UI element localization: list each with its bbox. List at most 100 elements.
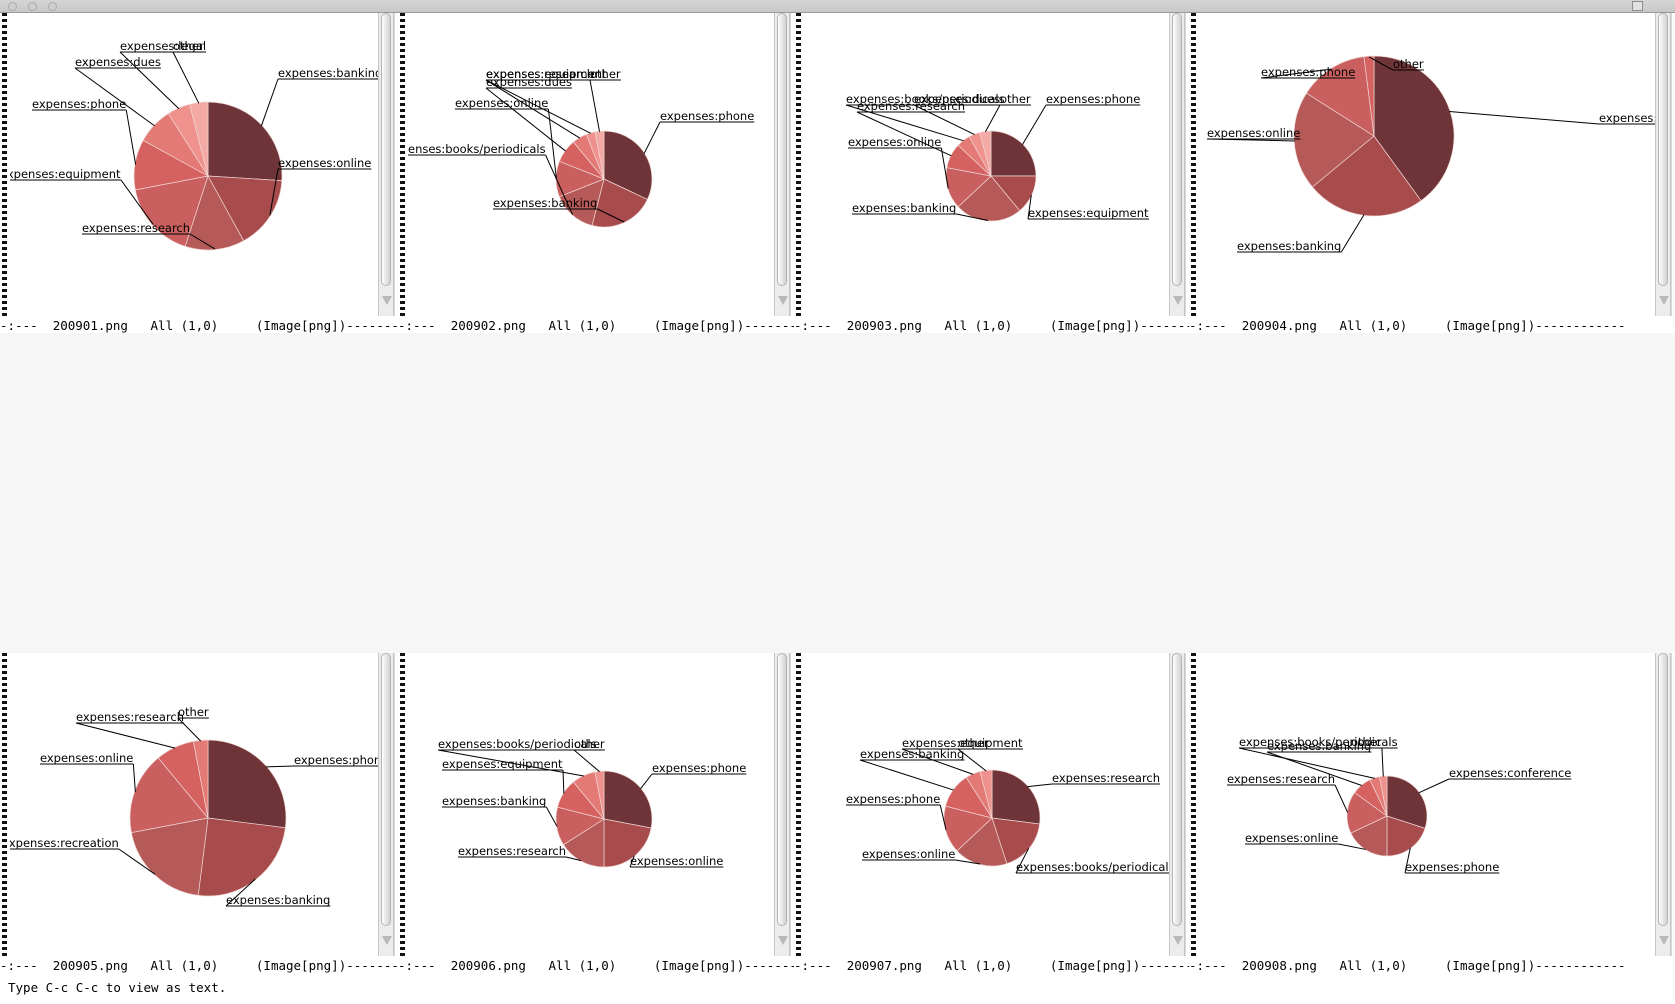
emacs-window-200907[interactable]: expenses:research expenses:books/periodic… [794, 653, 1189, 973]
pie-chart: expenses:phone expenses:online expenses:re… [437, 737, 747, 868]
scroll-down-arrow[interactable] [1173, 296, 1183, 305]
mode-line-filler: ------------ [1140, 318, 1189, 333]
mode-line[interactable]: -:--- 200908.png All (1,0) (Image[png])-… [1189, 956, 1675, 973]
window-body[interactable]: expenses:phone expenses:banking expenses:r… [0, 653, 398, 956]
pie-label-leader [1418, 778, 1572, 794]
window-body[interactable]: expenses:banking expenses:online expenses:… [0, 13, 398, 316]
window-body[interactable]: expenses:phone expenses:online expenses:re… [398, 653, 794, 956]
mode-line-spacer2 [218, 317, 256, 333]
window-body[interactable]: expenses:phone expenses:banking enses:book… [398, 13, 794, 316]
pie-label-text: expenses:online [630, 854, 723, 868]
window-separator [394, 13, 398, 316]
image-canvas[interactable]: expenses:phone expenses:equipment expenses… [804, 13, 1169, 316]
mode-line[interactable]: -:--- 200903.png All (1,0) (Image[png])-… [794, 316, 1189, 333]
scroll-down-arrow[interactable] [1173, 936, 1183, 945]
pie-label-leader [573, 749, 605, 773]
mode-line-spacer2 [1012, 317, 1050, 333]
vertical-scrollbar[interactable] [1169, 13, 1185, 316]
pie-label-callout: expenses:books/periodicals [437, 737, 597, 777]
window-icon[interactable] [1632, 1, 1643, 11]
scrollbar-thumb[interactable] [1172, 653, 1182, 926]
image-canvas[interactable]: expenses:research expenses:banking expense… [1199, 13, 1655, 316]
pie-label-callout: expenses:recreation [10, 836, 156, 875]
scroll-down-arrow[interactable] [1659, 936, 1669, 945]
pie-label-leader [408, 154, 574, 215]
image-canvas[interactable]: expenses:phone expenses:online expenses:re… [408, 653, 774, 956]
pie-chart: expenses:research expenses:banking expense… [1206, 55, 1655, 253]
scrollbar-thumb[interactable] [777, 13, 787, 286]
scrollbar-thumb[interactable] [1172, 13, 1182, 286]
vertical-scrollbar[interactable] [378, 653, 394, 956]
mode-line[interactable]: -:--- 200904.png All (1,0) (Image[png])-… [1189, 316, 1675, 333]
vertical-scrollbar[interactable] [1655, 13, 1671, 316]
pie-label-callout: expenses:banking [852, 201, 989, 221]
pie-label-callout: other [1368, 56, 1424, 71]
close-icon[interactable] [1655, 1, 1666, 11]
scrollbar-thumb[interactable] [1658, 653, 1668, 926]
vertical-scrollbar[interactable] [1169, 653, 1185, 956]
pie-label-text: expenses:research [1227, 772, 1335, 786]
mode-line-filler: ------------ [1140, 958, 1189, 973]
emacs-window-200902[interactable]: expenses:phone expenses:banking enses:book… [398, 13, 794, 333]
emacs-window-200903[interactable]: expenses:phone expenses:equipment expenses… [794, 13, 1189, 333]
emacs-window-200906[interactable]: expenses:phone expenses:online expenses:re… [398, 653, 794, 973]
scroll-down-arrow[interactable] [778, 296, 788, 305]
scroll-down-arrow[interactable] [382, 936, 392, 945]
save-icon[interactable] [28, 2, 37, 11]
left-fringe [1189, 653, 1199, 956]
emacs-window-200904[interactable]: expenses:research expenses:banking expense… [1189, 13, 1675, 333]
pie-label-callout: expenses:banking [1237, 214, 1365, 253]
pie-label-leader [862, 859, 981, 865]
pie-label-text: other [574, 737, 605, 751]
mode-line[interactable]: -:--- 200906.png All (1,0) (Image[png])-… [398, 956, 794, 973]
window-body[interactable]: expenses:research expenses:banking expense… [1189, 13, 1675, 316]
mode-line[interactable]: -:--- 200902.png All (1,0) (Image[png])-… [398, 316, 794, 333]
scrollbar-thumb[interactable] [777, 653, 787, 926]
vertical-scrollbar[interactable] [378, 13, 394, 316]
image-canvas[interactable]: expenses:phone expenses:banking enses:book… [408, 13, 774, 316]
window-body[interactable]: expenses:phone expenses:equipment expenses… [794, 13, 1189, 316]
mode-line-major-mode: (Image[png]) [653, 318, 745, 333]
mode-line[interactable]: -:--- 200901.png All (1,0) (Image[png])-… [0, 316, 398, 333]
undo-icon[interactable] [48, 2, 57, 11]
pie-label-callout: expenses:dues [913, 92, 1000, 136]
mode-line[interactable]: -:--- 200907.png All (1,0) (Image[png])-… [794, 956, 1189, 973]
pie-slice [197, 817, 286, 897]
pie-label-text: expenses:phone [294, 753, 378, 767]
pie-label-leader [848, 147, 949, 189]
pie-slice [184, 175, 245, 251]
scroll-down-arrow[interactable] [382, 296, 392, 305]
mode-line-buffer-name: 200901.png [52, 318, 128, 333]
mode-line[interactable]: -:--- 200905.png All (1,0) (Image[png])-… [0, 956, 398, 973]
scroll-down-arrow[interactable] [778, 936, 788, 945]
window-body[interactable]: expenses:research expenses:books/periodic… [794, 653, 1189, 956]
image-canvas[interactable]: expenses:research expenses:books/periodic… [804, 653, 1169, 956]
image-canvas[interactable]: expenses:phone expenses:banking expenses:r… [10, 653, 378, 956]
vertical-scrollbar[interactable] [774, 653, 790, 956]
mode-line-position: All (1,0) [150, 318, 219, 333]
pie-label-leader [225, 878, 331, 907]
scrollbar-thumb[interactable] [1658, 13, 1668, 286]
scrollbar-thumb[interactable] [381, 653, 391, 926]
vertical-scrollbar[interactable] [774, 13, 790, 316]
mode-line-prefix: -:--- [398, 318, 451, 333]
image-canvas[interactable]: expenses:banking expenses:online expenses:… [10, 13, 378, 316]
image-canvas[interactable]: expenses:conference expenses:phone expense… [1199, 653, 1655, 956]
emacs-window-200908[interactable]: expenses:conference expenses:phone expense… [1189, 653, 1675, 973]
vertical-scrollbar[interactable] [1655, 653, 1671, 956]
emacs-window-200905[interactable]: expenses:phone expenses:banking expenses:r… [0, 653, 398, 973]
scrollbar-thumb[interactable] [381, 13, 391, 286]
pie-label-leader [1368, 56, 1424, 71]
left-fringe [0, 13, 10, 316]
open-icon[interactable] [8, 2, 17, 11]
emacs-window-200901[interactable]: expenses:banking expenses:online expenses:… [0, 13, 398, 333]
pie-label-leader [260, 78, 378, 127]
mode-line-major-mode: (Image[png]) [1049, 318, 1141, 333]
continuation-marks [1191, 13, 1196, 316]
pie-label-leader [74, 67, 161, 127]
pie-label-leader [852, 213, 989, 221]
toolbar[interactable] [0, 0, 1675, 13]
continuation-marks [2, 13, 7, 316]
scroll-down-arrow[interactable] [1659, 296, 1669, 305]
window-body[interactable]: expenses:conference expenses:phone expense… [1189, 653, 1675, 956]
